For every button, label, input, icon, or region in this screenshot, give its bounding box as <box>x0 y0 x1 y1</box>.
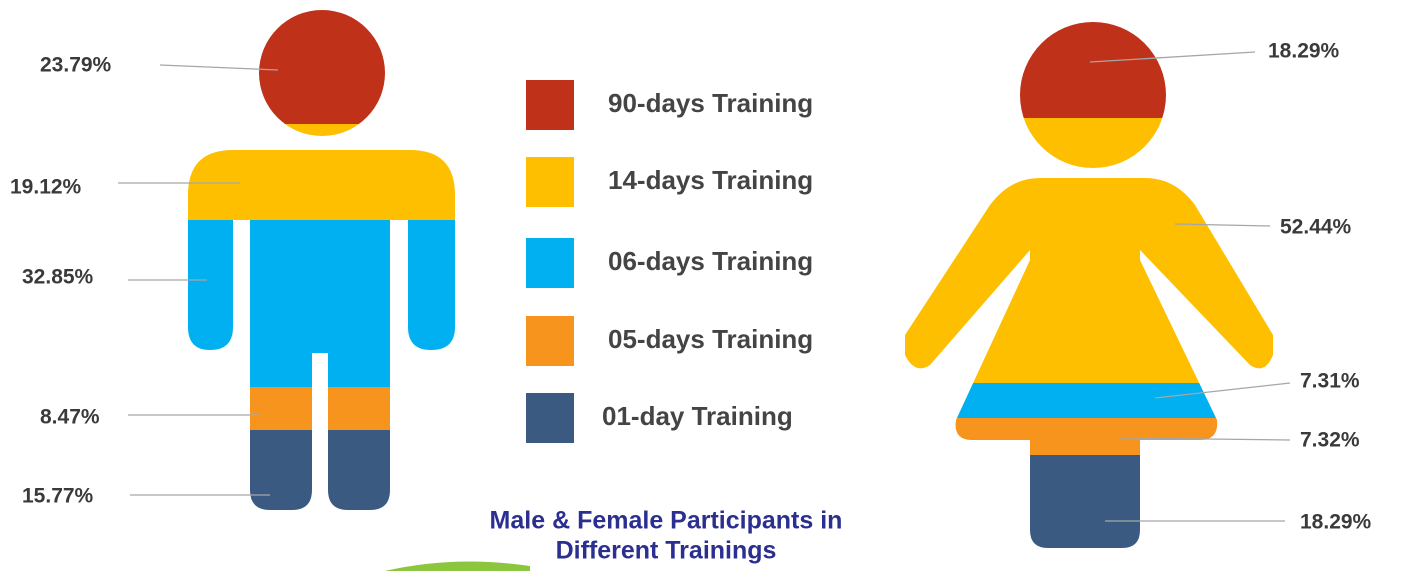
leader-line <box>1089 51 1256 63</box>
data-label: 32.85% <box>22 266 94 289</box>
legend-label: 05-days Training <box>608 324 813 354</box>
figure-segment <box>905 418 1273 455</box>
figure <box>905 22 1273 548</box>
legend-label: 90-days Training <box>608 88 813 118</box>
data-label: 7.32% <box>1300 429 1360 452</box>
figure-segment <box>188 10 455 124</box>
figure-segment <box>905 455 1273 548</box>
figure-segment <box>905 383 1273 418</box>
figure <box>188 10 455 510</box>
data-label: 52.44% <box>1280 216 1352 239</box>
data-label: 23.79% <box>40 54 112 77</box>
data-label: 18.29% <box>1300 511 1372 534</box>
chart-title: Different Trainings <box>556 537 777 565</box>
figure-segment <box>188 124 455 220</box>
legend-label: 06-days Training <box>608 246 813 276</box>
data-label: 19.12% <box>10 176 82 199</box>
figure-segment <box>188 387 455 430</box>
data-label: 8.47% <box>40 406 100 429</box>
legend-swatch <box>526 316 574 366</box>
legend-swatch <box>526 80 574 130</box>
legend-swatch <box>526 157 574 207</box>
figure-segment <box>188 220 455 387</box>
legend-label: 14-days Training <box>608 165 813 195</box>
chart-title: Male & Female Participants in <box>490 507 843 535</box>
leader-line <box>1154 382 1291 399</box>
figure-segment <box>905 22 1273 118</box>
figure-segment <box>188 430 455 510</box>
leader-line <box>1174 223 1271 227</box>
legend-label: 01-day Training <box>602 401 793 431</box>
data-label: 15.77% <box>22 485 94 508</box>
labels: 90-days Training 14-days Training 06-days … <box>10 40 1372 534</box>
figure-segment <box>905 118 1273 383</box>
leader-line <box>159 64 279 71</box>
leader-line <box>1119 437 1291 441</box>
legend-swatch <box>526 393 574 443</box>
data-label: 18.29% <box>1268 40 1340 63</box>
data-label: 7.31% <box>1300 370 1360 393</box>
decor-arc <box>385 561 530 571</box>
figures <box>188 10 1273 548</box>
legend-swatch <box>526 238 574 288</box>
